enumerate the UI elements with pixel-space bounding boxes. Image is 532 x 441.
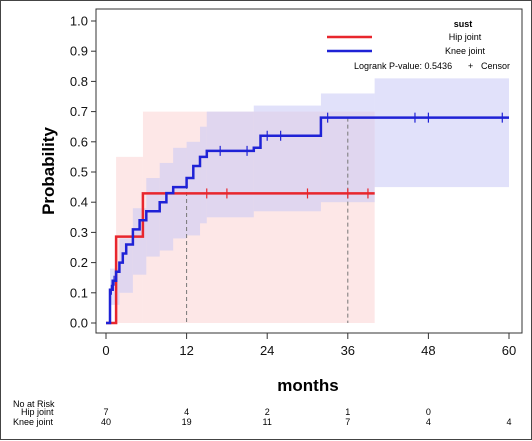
y-tick-label-7: 0.7 bbox=[70, 104, 88, 119]
legend-censor-symbol: + bbox=[468, 61, 473, 71]
y-axis-title: Probability bbox=[39, 127, 58, 215]
legend-pvalue: Logrank P-value: 0.5436 bbox=[354, 61, 452, 71]
risk-cell-hip-2: 2 bbox=[265, 407, 270, 417]
legend: sust Hip joint Knee joint Logrank P-valu… bbox=[327, 19, 510, 71]
legend-censor-label: Censor bbox=[481, 61, 510, 71]
risk-table-cells: 7 4 2 1 0 40 19 11 7 4 4 bbox=[101, 407, 512, 427]
ci-band-knee-0 bbox=[110, 268, 120, 305]
x-axis: 0 12 24 36 48 60 bbox=[102, 333, 516, 358]
y-tick-label-6: 0.6 bbox=[70, 134, 88, 149]
y-tick-label-5: 0.5 bbox=[70, 165, 88, 180]
risk-cell-knee-4: 4 bbox=[426, 417, 431, 427]
risk-cell-knee-0: 40 bbox=[101, 417, 111, 427]
y-axis: 0.0 0.1 0.2 0.3 0.4 0.5 0.6 0.7 0.8 0.9 1.0 bbox=[70, 14, 96, 331]
risk-cell-hip-1: 4 bbox=[184, 407, 189, 417]
censor-marks bbox=[110, 112, 503, 295]
y-tick-label-8: 0.8 bbox=[70, 74, 88, 89]
y-tick-label-9: 0.9 bbox=[70, 44, 88, 59]
confidence-bands bbox=[110, 78, 509, 323]
y-tick-label-2: 0.2 bbox=[70, 255, 88, 270]
ci-band-knee-8 bbox=[206, 111, 254, 218]
x-tick-label-2: 24 bbox=[260, 343, 274, 358]
y-tick-label-4: 0.4 bbox=[70, 195, 88, 210]
x-tick-label-5: 60 bbox=[502, 343, 516, 358]
x-tick-label-0: 0 bbox=[102, 343, 109, 358]
legend-title: sust bbox=[454, 19, 473, 29]
ci-band-knee-3 bbox=[146, 178, 160, 257]
risk-row-label-knee: Knee joint bbox=[13, 417, 54, 427]
risk-cell-knee-3: 7 bbox=[345, 417, 350, 427]
reference-lines bbox=[186, 117, 349, 323]
x-tick-label-4: 48 bbox=[421, 343, 435, 358]
risk-cell-knee-5: 4 bbox=[506, 417, 511, 427]
risk-cell-hip-4: 0 bbox=[426, 407, 431, 417]
y-tick-label-1: 0.1 bbox=[70, 285, 88, 300]
ci-band-knee-6 bbox=[186, 141, 201, 236]
ci-band-knee-7 bbox=[200, 126, 207, 224]
plot-border bbox=[95, 8, 523, 334]
legend-label-knee: Knee joint bbox=[445, 46, 486, 56]
risk-table: No at Risk Hip joint Knee joint 7 4 2 1 0 40 1… bbox=[13, 399, 512, 427]
ci-band-knee-4 bbox=[159, 162, 174, 251]
risk-row-label-hip: Hip joint bbox=[21, 407, 54, 417]
risk-cell-knee-2: 11 bbox=[263, 417, 272, 427]
y-tick-label-10: 1.0 bbox=[70, 14, 88, 29]
x-axis-title: months bbox=[277, 376, 338, 395]
curve-knee bbox=[106, 116, 509, 325]
risk-table-title: No at Risk bbox=[13, 399, 55, 409]
x-tick-label-3: 36 bbox=[341, 343, 355, 358]
x-tick-label-1: 12 bbox=[179, 343, 193, 358]
y-tick-label-3: 0.3 bbox=[70, 225, 88, 240]
legend-label-hip: Hip joint bbox=[449, 32, 482, 42]
risk-cell-hip-0: 7 bbox=[103, 407, 108, 417]
risk-cell-hip-3: 1 bbox=[345, 407, 350, 417]
curve-hip bbox=[106, 192, 375, 325]
ci-band-knee-2 bbox=[132, 208, 147, 275]
ci-band-knee-1 bbox=[119, 238, 133, 293]
ci-band-knee-11 bbox=[374, 78, 509, 188]
survival-curves bbox=[106, 116, 509, 325]
ci-band-knee-9 bbox=[253, 105, 321, 212]
risk-cell-knee-1: 19 bbox=[182, 417, 192, 427]
y-tick-label-0: 0.0 bbox=[70, 316, 88, 331]
